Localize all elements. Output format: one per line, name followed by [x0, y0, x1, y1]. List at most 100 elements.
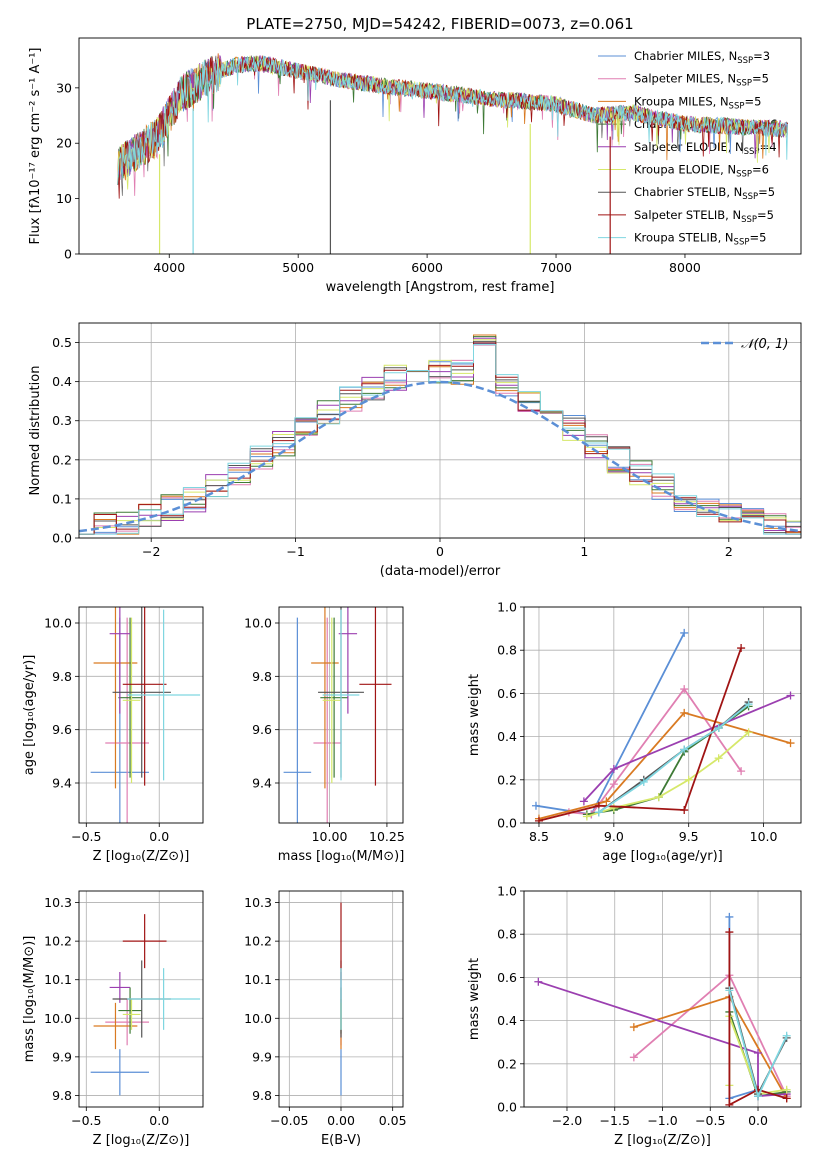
- residual-histogram-series: [79, 344, 801, 535]
- tick-label-y: 10.0: [244, 616, 272, 631]
- tick-label-y: 9.6: [252, 722, 272, 737]
- legend-label-base: Chabrier MILES, N: [634, 49, 737, 63]
- tick-label-x: 4000: [153, 260, 185, 275]
- tick-label-x: 10.25: [369, 829, 405, 844]
- legend-label-sub: SSP: [736, 79, 752, 89]
- tick-label-y: 0.4: [52, 374, 72, 389]
- tick-label-y: 1.0: [497, 600, 517, 615]
- tick-label-x: 6000: [411, 260, 443, 275]
- legend-label-sub: SSP: [729, 101, 745, 111]
- tick-label-x: −0.5: [71, 829, 101, 844]
- age-vs-mass-frame: [278, 606, 404, 824]
- weight-point: [782, 1094, 791, 1103]
- tick-label-y: 0.2: [52, 452, 72, 467]
- mass-vs-ebv-axes: −0.05 0.00 0.05 9.8 9.9 10.0 10.1 10.2 10.3: [244, 891, 407, 1128]
- spectrum-ylabel: Flux [fλ10⁻¹⁷ erg cm⁻² s⁻¹ A⁻¹]: [28, 48, 43, 245]
- mass-vs-z-axes: −0.5 0.0 9.8 9.9 10.0 10.1 10.2 10.3: [44, 891, 203, 1128]
- weight-point: [782, 1085, 791, 1094]
- tick-label-x: 2: [725, 544, 733, 559]
- legend-label-sub: SSP: [736, 170, 752, 180]
- weight-point: [654, 793, 663, 802]
- weight-vs-z-frame: [523, 890, 802, 1108]
- weight-point: [534, 977, 543, 986]
- weight-point: [534, 816, 543, 823]
- age-vs-z-points: [90, 607, 201, 823]
- legend-label-sub: SSP: [737, 56, 753, 66]
- tick-label-y: 0.3: [52, 413, 72, 428]
- weight-point: [594, 808, 603, 817]
- spectrum-xlabel: wavelength [Angstrom, rest frame]: [326, 280, 555, 295]
- tick-label-x: 8000: [669, 260, 701, 275]
- residual-histogram-series: [79, 334, 801, 535]
- legend-label: Chabrier STELIB, NSSP=5: [634, 185, 775, 202]
- tick-label-x: −1: [286, 544, 304, 559]
- weight-point: [680, 745, 689, 754]
- weight-point: [684, 775, 693, 784]
- legend-label-tail: =3: [753, 49, 770, 63]
- spectrum-series-line: [117, 55, 788, 199]
- age-vs-z-axes: −0.5 0.0 9.4 9.6 9.8 10.0: [44, 607, 203, 844]
- legend-label-base: Salpeter MILES, N: [634, 72, 736, 86]
- tick-label-x: −0.5: [71, 1113, 101, 1128]
- weight-vs-z-lines: [534, 912, 791, 1107]
- residual-histogram-series: [79, 343, 801, 535]
- legend-label-base: Salpeter ELODIE, N: [634, 140, 744, 154]
- tick-label-y: 0.4: [497, 729, 517, 744]
- tick-label-y: 10.3: [44, 895, 72, 910]
- tick-label-y: 30: [56, 80, 72, 95]
- weight-point: [639, 777, 648, 786]
- tick-label-y: 0.4: [497, 1013, 517, 1028]
- mass-vs-ebv-xlabel: E(B-V): [321, 1133, 361, 1148]
- weight-vs-z-ylabel: mass weight: [467, 958, 482, 1040]
- mass-vs-z-frame: [78, 890, 204, 1108]
- tick-label-y: 0.6: [497, 686, 517, 701]
- weight-vs-z-xlabel: Z [log₁₀(Z/Z⊙)]: [614, 1133, 711, 1148]
- weight-point: [609, 765, 618, 773]
- weight-point: [754, 1049, 763, 1057]
- tick-label-y: 9.4: [252, 776, 272, 791]
- tick-label-x: 0.0: [748, 1113, 768, 1128]
- spectrum-series-line: [117, 55, 788, 185]
- weight-point: [629, 1023, 638, 1032]
- residuals-ylabel: Normed distribution: [28, 366, 43, 496]
- weight-point: [609, 803, 618, 812]
- tick-label-x: 0.0: [149, 829, 169, 844]
- legend-label-tail: =5: [749, 231, 766, 245]
- tick-label-x: −2: [142, 544, 160, 559]
- legend-label-sub: SSP: [744, 147, 760, 157]
- weight-point: [602, 797, 611, 806]
- tick-label-x: 0.05: [379, 1113, 407, 1128]
- residuals-xlabel: (data-model)/error: [380, 564, 501, 579]
- residual-histogram-series: [79, 339, 801, 535]
- weight-point: [609, 780, 618, 789]
- legend-label-base: Salpeter STELIB, N: [634, 208, 741, 222]
- age-vs-z-frame: [78, 606, 204, 824]
- tick-label-y: 10.2: [244, 934, 272, 949]
- weight-point: [754, 1092, 763, 1101]
- tick-label-y: 10.2: [44, 934, 72, 949]
- tick-label-y: 0.0: [497, 1100, 517, 1115]
- age-vs-z-ylabel: age [log₁₀(age/yr)]: [22, 655, 37, 776]
- weight-point: [725, 928, 734, 937]
- tick-label-x: −1.0: [647, 1113, 677, 1128]
- legend-label: Salpeter STELIB, NSSP=5: [634, 208, 774, 225]
- weight-point: [680, 806, 689, 815]
- tick-label-x: 0.00: [327, 1113, 355, 1128]
- weight-series-line: [538, 711, 791, 820]
- tick-label-y: 0.8: [497, 927, 517, 942]
- tick-label-x: 5000: [282, 260, 314, 275]
- legend-label-tail: =6: [752, 163, 769, 177]
- residuals-frame: [78, 322, 802, 539]
- weight-vs-age-frame: [523, 606, 802, 824]
- tick-label-x: −0.05: [270, 1113, 308, 1128]
- tick-label-y: 0.0: [497, 816, 517, 831]
- tick-label-y: 10.0: [44, 1011, 72, 1026]
- weight-point: [737, 767, 746, 776]
- weight-series-line: [728, 932, 787, 1107]
- spectrum-frame: [78, 37, 802, 255]
- tick-label-y: 20: [56, 136, 72, 151]
- weight-point: [680, 685, 689, 694]
- legend-label-tail: =5: [758, 185, 775, 199]
- tick-label-x: 9.0: [604, 829, 624, 844]
